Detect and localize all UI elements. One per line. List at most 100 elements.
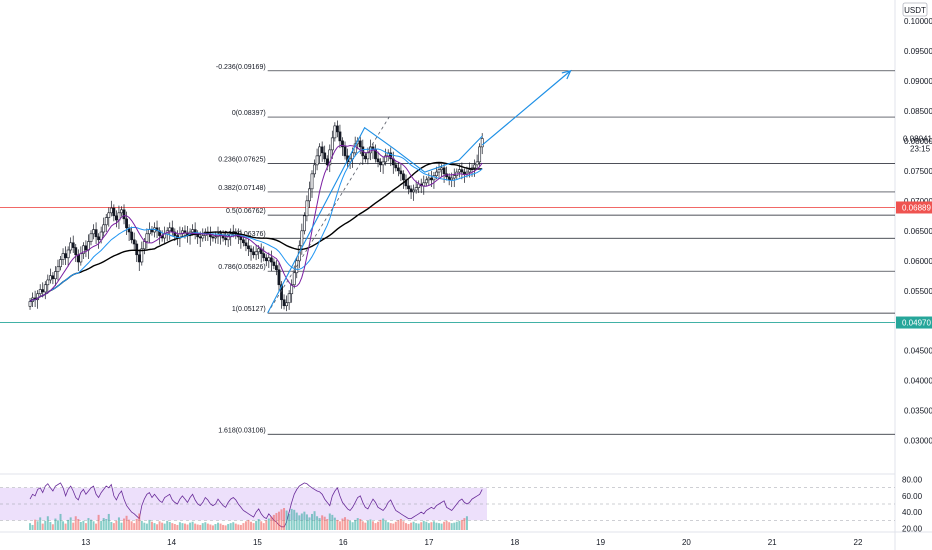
volume-bar <box>239 524 242 530</box>
volume-bar <box>270 516 273 530</box>
volume-bar <box>455 521 458 530</box>
resistance-price-badge <box>896 201 932 214</box>
candle-body <box>120 209 123 214</box>
volume-bar <box>244 521 247 530</box>
candle-body <box>325 158 329 166</box>
rsi-tick-label: 40.00 <box>902 508 923 517</box>
currency-badge[interactable]: USDT <box>902 2 928 17</box>
currency-badge-label: USDT <box>904 6 926 15</box>
candle-body <box>247 245 250 250</box>
volume-bar <box>242 523 245 530</box>
candle-body <box>122 209 126 220</box>
candle-body <box>104 217 108 226</box>
volume-bar <box>34 519 37 530</box>
volume-bar <box>389 523 392 530</box>
volume-bar <box>234 523 237 530</box>
volume-bar <box>46 516 49 530</box>
candle-body <box>191 229 195 233</box>
support-price-badge <box>896 316 932 329</box>
price-tick-label: 0.03000 <box>904 437 932 446</box>
volume-bar <box>417 523 420 530</box>
price-tick-label: 0.10000 <box>904 17 932 26</box>
candle-body <box>74 247 78 256</box>
candle-body <box>412 189 416 193</box>
candle-body <box>137 254 141 263</box>
time-tick-label: 14 <box>167 538 176 547</box>
candle-body <box>414 187 418 191</box>
volume-bar <box>257 519 260 530</box>
candle-body <box>48 275 52 281</box>
volume-bar <box>148 519 151 530</box>
candle-body <box>109 207 113 214</box>
candle-body <box>61 253 65 260</box>
candle-body <box>150 229 154 233</box>
candle-body <box>92 229 95 235</box>
volume-bar <box>316 516 319 530</box>
volume-bar <box>163 523 166 530</box>
volume-bar <box>262 523 265 530</box>
volume-bar <box>79 521 82 530</box>
rsi-pane: 80.00 60.00 40.00 20.00 <box>0 476 923 533</box>
volume-bar <box>458 520 461 530</box>
trend-arrow-head[interactable] <box>561 69 572 80</box>
rsi-band <box>0 487 487 521</box>
projection-path[interactable] <box>267 126 483 314</box>
fibonacci-retracement[interactable]: -0.236(0.09169) 0(0.08397) 0.236(0.07625) 0… <box>216 64 895 435</box>
support-resistance-lines[interactable] <box>0 207 895 323</box>
volume-bar <box>369 519 372 530</box>
volume-bar <box>102 518 105 530</box>
candle-body <box>366 152 370 160</box>
volume-bar <box>379 519 382 530</box>
candle-body <box>59 259 62 268</box>
volume-bar <box>196 524 199 530</box>
time-tick-label: 20 <box>682 538 691 547</box>
volume-bar <box>364 522 367 530</box>
volume-bar <box>51 524 54 530</box>
fib-level-label: 1(0.05127) <box>232 306 266 313</box>
time-axis[interactable]: 13 14 15 16 17 18 19 20 21 22 <box>81 538 863 547</box>
volume-bar <box>361 521 364 530</box>
volume-bar <box>440 523 443 530</box>
candle-body <box>71 242 75 248</box>
volume-bar <box>377 521 380 530</box>
volume-bar <box>280 509 283 530</box>
price-axis[interactable]: 0.10000 0.09500 0.09000 0.08500 0.08000 0.075… <box>904 17 932 446</box>
volume-bar <box>260 521 263 530</box>
volume-bar <box>252 523 255 530</box>
candle-body <box>155 227 159 232</box>
candle-body <box>330 137 334 151</box>
volume-bar <box>89 519 92 530</box>
volume-bar <box>199 524 202 530</box>
volume-bar <box>392 523 395 530</box>
price-tick-label: 0.07000 <box>904 197 932 206</box>
candle-body <box>41 289 45 293</box>
volume-bar <box>422 520 425 530</box>
candlestick-series <box>28 120 484 312</box>
candle-body <box>285 302 288 307</box>
volume-bar <box>227 524 230 530</box>
candle-body <box>452 175 456 179</box>
volume-bar <box>384 520 387 530</box>
candle-body <box>282 299 286 307</box>
candle-body <box>252 251 255 256</box>
candle-body <box>43 284 47 293</box>
candle-body <box>409 188 413 193</box>
candle-body <box>249 248 253 253</box>
candle-body <box>114 215 118 221</box>
candle-body <box>211 236 215 239</box>
candle-body <box>343 146 347 157</box>
volume-bar <box>344 517 347 530</box>
candle-body <box>473 164 476 169</box>
volume-bar <box>44 520 47 530</box>
volume-bar <box>382 518 385 530</box>
volume-bar <box>125 515 128 530</box>
volume-bar <box>217 522 220 530</box>
volume-bar <box>110 521 113 530</box>
dashed-trend-line[interactable] <box>267 114 391 314</box>
volume-bar <box>201 523 204 530</box>
volume-bar <box>158 521 161 530</box>
trend-drawings[interactable] <box>267 69 572 314</box>
candle-body <box>214 236 217 239</box>
trend-arrow-line[interactable] <box>481 70 571 146</box>
